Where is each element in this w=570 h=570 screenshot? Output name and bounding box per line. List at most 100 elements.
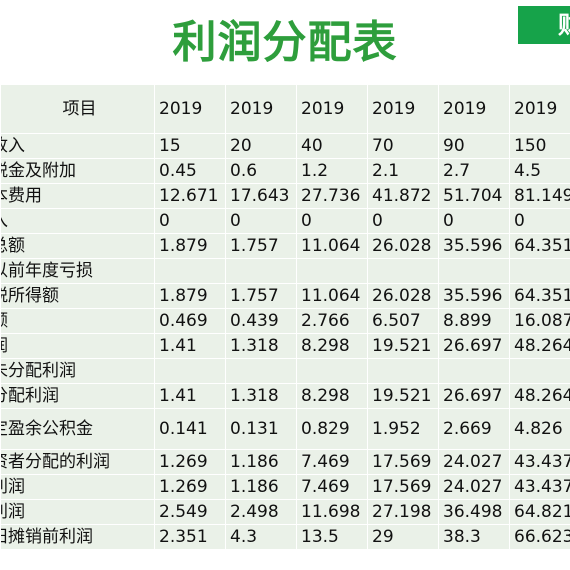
column-header-year: 2019 xyxy=(367,84,439,134)
value-cell: 150 xyxy=(509,133,570,159)
value-cell: 0 xyxy=(367,208,439,234)
value-cell: 0 xyxy=(296,208,368,234)
value-cell: 48.264 xyxy=(509,383,570,409)
row-label-cell: 入 xyxy=(0,208,155,234)
row-label: 以前年度亏损 xyxy=(0,261,94,281)
value-cell: 20 xyxy=(225,133,297,159)
corner-tab-button[interactable]: 财 xyxy=(518,6,570,44)
value-cell: 64.351 xyxy=(509,283,570,309)
row-label-cell: 润 xyxy=(0,333,155,359)
value-cell: 2.1 xyxy=(367,158,439,184)
row-label-cell: 收入 xyxy=(0,133,155,159)
value-cell: 90 xyxy=(438,133,510,159)
value-cell: 0.45 xyxy=(154,158,226,184)
value-cell: 1.269 xyxy=(154,474,226,500)
value-cell: 35.596 xyxy=(438,283,510,309)
row-label: 润 xyxy=(2,336,9,356)
value-cell: 0 xyxy=(154,208,226,234)
value-cell: 8.298 xyxy=(296,333,368,359)
column-header-year: 2019 xyxy=(438,84,510,134)
column-header-item-text: 项目 xyxy=(62,99,97,119)
value-cell: 29 xyxy=(367,524,439,550)
value-cell: 1.41 xyxy=(154,333,226,359)
value-cell: 81.149 xyxy=(509,183,570,209)
profit-distribution-table-container: 项目201920192019201920192019收入152040709015… xyxy=(0,84,570,570)
value-cell: 0.829 xyxy=(296,408,368,450)
value-cell: 4.5 xyxy=(509,158,570,184)
value-cell xyxy=(509,258,570,284)
value-cell: 2.549 xyxy=(154,499,226,525)
value-cell: 4.826 xyxy=(509,408,570,450)
value-cell: 27.198 xyxy=(367,499,439,525)
table-row: 以前年度亏损 xyxy=(0,258,570,284)
row-label-cell: 资者分配的利润 xyxy=(0,449,155,475)
value-cell: 2.7 xyxy=(438,158,510,184)
column-header-item: 项目 xyxy=(0,84,155,134)
row-label: 额 xyxy=(2,311,9,331)
value-cell: 24.027 xyxy=(438,474,510,500)
value-cell: 17.569 xyxy=(367,449,439,475)
table-row: 未分配利润 xyxy=(0,358,570,384)
value-cell: 7.469 xyxy=(296,474,368,500)
row-label-cell: 以前年度亏损 xyxy=(0,258,155,284)
value-cell: 17.643 xyxy=(225,183,297,209)
value-cell: 1.186 xyxy=(225,449,297,475)
value-cell: 24.027 xyxy=(438,449,510,475)
row-label: 定盈余公积金 xyxy=(0,419,94,439)
value-cell: 12.671 xyxy=(154,183,226,209)
column-header-year: 2019 xyxy=(154,84,226,134)
value-cell: 66.623 xyxy=(509,524,570,550)
value-cell: 2.669 xyxy=(438,408,510,450)
value-cell: 0.131 xyxy=(225,408,297,450)
value-cell: 1.318 xyxy=(225,383,297,409)
value-cell xyxy=(509,358,570,384)
value-cell: 0.469 xyxy=(154,308,226,334)
row-label-cell: 定盈余公积金 xyxy=(0,408,155,450)
value-cell: 41.872 xyxy=(367,183,439,209)
column-header-year: 2019 xyxy=(225,84,297,134)
value-cell: 0.141 xyxy=(154,408,226,450)
table-row: 旧摊销前利润 2.351 4.3 13.5 29 38.3 66.623 xyxy=(0,524,570,550)
value-cell: 16.087 xyxy=(509,308,570,334)
row-label-cell: 额 xyxy=(0,308,155,334)
row-label-cell: 未分配利润 xyxy=(0,358,155,384)
row-label-cell: 税所得额 xyxy=(0,283,155,309)
value-cell xyxy=(438,358,510,384)
row-label-cell: 旧摊销前利润 xyxy=(0,524,155,550)
row-label: 收入 xyxy=(2,136,26,156)
row-label: 分配利润 xyxy=(2,386,60,406)
value-cell: 40 xyxy=(296,133,368,159)
value-cell: 2.766 xyxy=(296,308,368,334)
value-cell: 1.2 xyxy=(296,158,368,184)
table-row: 定盈余公积金 0.141 0.131 0.829 1.952 2.669 4.826 xyxy=(0,408,570,450)
row-label: 利润 xyxy=(2,502,26,522)
row-label: 税所得额 xyxy=(2,286,60,306)
page-title: 利润分配表 xyxy=(172,17,398,68)
value-cell: 0 xyxy=(509,208,570,234)
value-cell xyxy=(367,358,439,384)
value-cell: 15 xyxy=(154,133,226,159)
value-cell: 2.351 xyxy=(154,524,226,550)
value-cell: 8.298 xyxy=(296,383,368,409)
value-cell: 13.5 xyxy=(296,524,368,550)
value-cell: 0.439 xyxy=(225,308,297,334)
row-label-cell: 本费用 xyxy=(0,183,155,209)
value-cell xyxy=(225,358,297,384)
value-cell: 70 xyxy=(367,133,439,159)
value-cell: 7.469 xyxy=(296,449,368,475)
value-cell: 19.521 xyxy=(367,383,439,409)
row-label: 本费用 xyxy=(2,186,43,206)
row-label-cell: 利润 xyxy=(0,474,155,500)
value-cell: 19.521 xyxy=(367,333,439,359)
value-cell: 36.498 xyxy=(438,499,510,525)
row-label: 税金及附加 xyxy=(2,161,77,181)
value-cell xyxy=(438,258,510,284)
value-cell xyxy=(154,358,226,384)
value-cell: 0 xyxy=(438,208,510,234)
value-cell: 43.437 xyxy=(509,449,570,475)
value-cell: 43.437 xyxy=(509,474,570,500)
row-label: 利润 xyxy=(2,477,26,497)
